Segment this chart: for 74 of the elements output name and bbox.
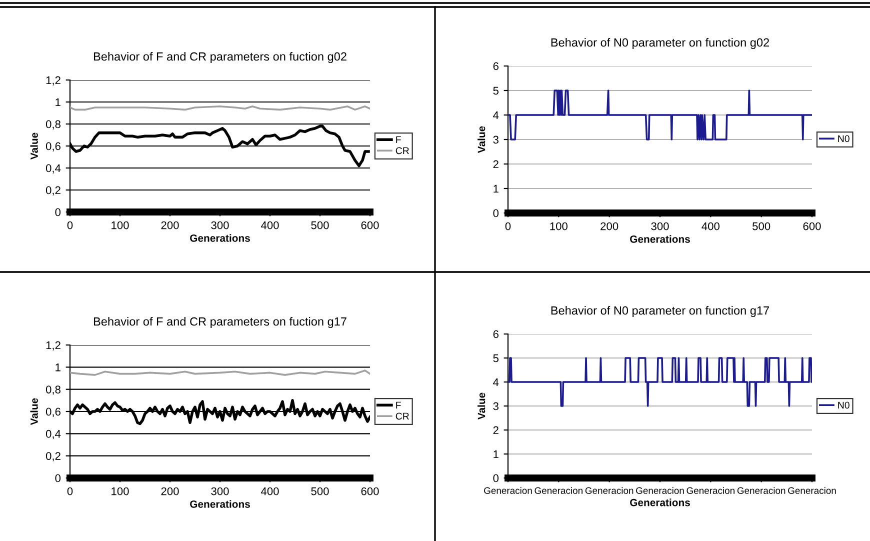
x-tick-label: 600 <box>803 222 821 230</box>
chart-title: Behavior of N0 parameter on function g02 <box>551 38 770 50</box>
y-tick-label: 0 <box>55 208 61 216</box>
y-axis-title: Value <box>30 398 38 426</box>
y-tick-label: 0,2 <box>46 186 60 196</box>
x-tick-label: 200 <box>600 222 618 230</box>
x-axis-title: Generations <box>630 235 690 243</box>
x-tick-label: Generacion <box>484 487 532 494</box>
x-tick-label: 0 <box>67 487 73 496</box>
x-tick-label: 500 <box>311 487 329 496</box>
x-tick-label: 100 <box>112 221 129 230</box>
y-tick-label: 1 <box>494 450 498 458</box>
x-tick-label: 300 <box>211 221 229 230</box>
x-axis-title: Generations <box>190 500 250 508</box>
x-tick-label: 400 <box>702 222 720 230</box>
x-tick-label: Generacion <box>534 487 582 494</box>
legend-label: N0 <box>838 402 850 409</box>
x-tick-label: 400 <box>260 487 279 496</box>
x-tick-label: 300 <box>651 222 669 230</box>
x-tick-label: Generacion <box>585 487 634 494</box>
y-tick-label: 2 <box>493 426 498 434</box>
x-tick-label: Generacion <box>686 487 734 494</box>
legend-label: F <box>396 136 401 144</box>
x-axis-title: Generations <box>630 498 690 506</box>
x-tick-label: 100 <box>112 487 129 496</box>
y-tick-label: 0,8 <box>46 386 60 395</box>
y-tick-label: 3 <box>493 136 498 144</box>
y-tick-label: 3 <box>493 402 498 410</box>
y-tick-label: 0,4 <box>46 164 61 174</box>
y-tick-label: 0,6 <box>46 408 60 417</box>
y-tick-label: 4 <box>493 111 499 120</box>
y-tick-label: 0,2 <box>46 452 60 462</box>
x-tick-label: 0 <box>67 221 73 230</box>
x-tick-label: 500 <box>752 222 770 230</box>
y-tick-label: 0,8 <box>46 120 60 130</box>
legend-label: N0 <box>838 135 850 142</box>
y-tick-label: 4 <box>493 378 499 386</box>
legend-label: F <box>396 402 401 409</box>
y-tick-label: 0 <box>55 474 61 482</box>
x-tick-label: 0 <box>505 222 511 230</box>
y-tick-label: 0,6 <box>46 142 60 152</box>
x-tick-label: 100 <box>550 222 568 230</box>
legend-label: CR <box>396 147 409 154</box>
chart-title: Behavior of F and CR parameters on fuction g02 <box>94 52 346 64</box>
y-axis-title: Value <box>478 392 486 420</box>
y-tick-label: 0,4 <box>46 430 61 440</box>
x-tick-label: Generacion <box>737 487 786 494</box>
x-tick-label: 300 <box>211 487 229 496</box>
chart-title: Behavior of N0 parameter on function g17 <box>551 306 770 318</box>
x-tick-label: Generacion <box>636 487 684 494</box>
y-tick-label: 1,2 <box>46 76 60 86</box>
y-tick-label: 0 <box>493 209 499 218</box>
x-tick-label: 200 <box>161 221 179 230</box>
y-tick-label: 6 <box>493 62 498 70</box>
y-tick-label: 6 <box>493 330 498 338</box>
y-tick-label: 1 <box>494 184 498 193</box>
x-tick-label: 500 <box>311 221 329 230</box>
y-tick-label: 2 <box>493 160 498 168</box>
chart-title: Behavior of F and CR parameters on fuction g17 <box>94 317 346 328</box>
x-tick-label: 400 <box>260 221 279 230</box>
y-tick-label: 1,2 <box>46 341 60 350</box>
y-tick-label: 0 <box>493 474 499 482</box>
x-tick-label: 200 <box>161 487 179 496</box>
y-axis-title: Value <box>478 126 486 154</box>
x-tick-label: Generacion <box>788 487 836 494</box>
y-tick-label: 5 <box>493 86 499 95</box>
y-axis-title: Value <box>30 132 38 160</box>
legend-label: CR <box>396 412 409 420</box>
x-tick-label: 600 <box>361 487 379 496</box>
y-tick-label: 5 <box>493 354 499 362</box>
x-axis-title: Generations <box>190 234 250 242</box>
y-tick-label: 1 <box>56 98 60 106</box>
x-tick-label: 600 <box>361 221 379 230</box>
y-tick-label: 1 <box>56 364 60 372</box>
